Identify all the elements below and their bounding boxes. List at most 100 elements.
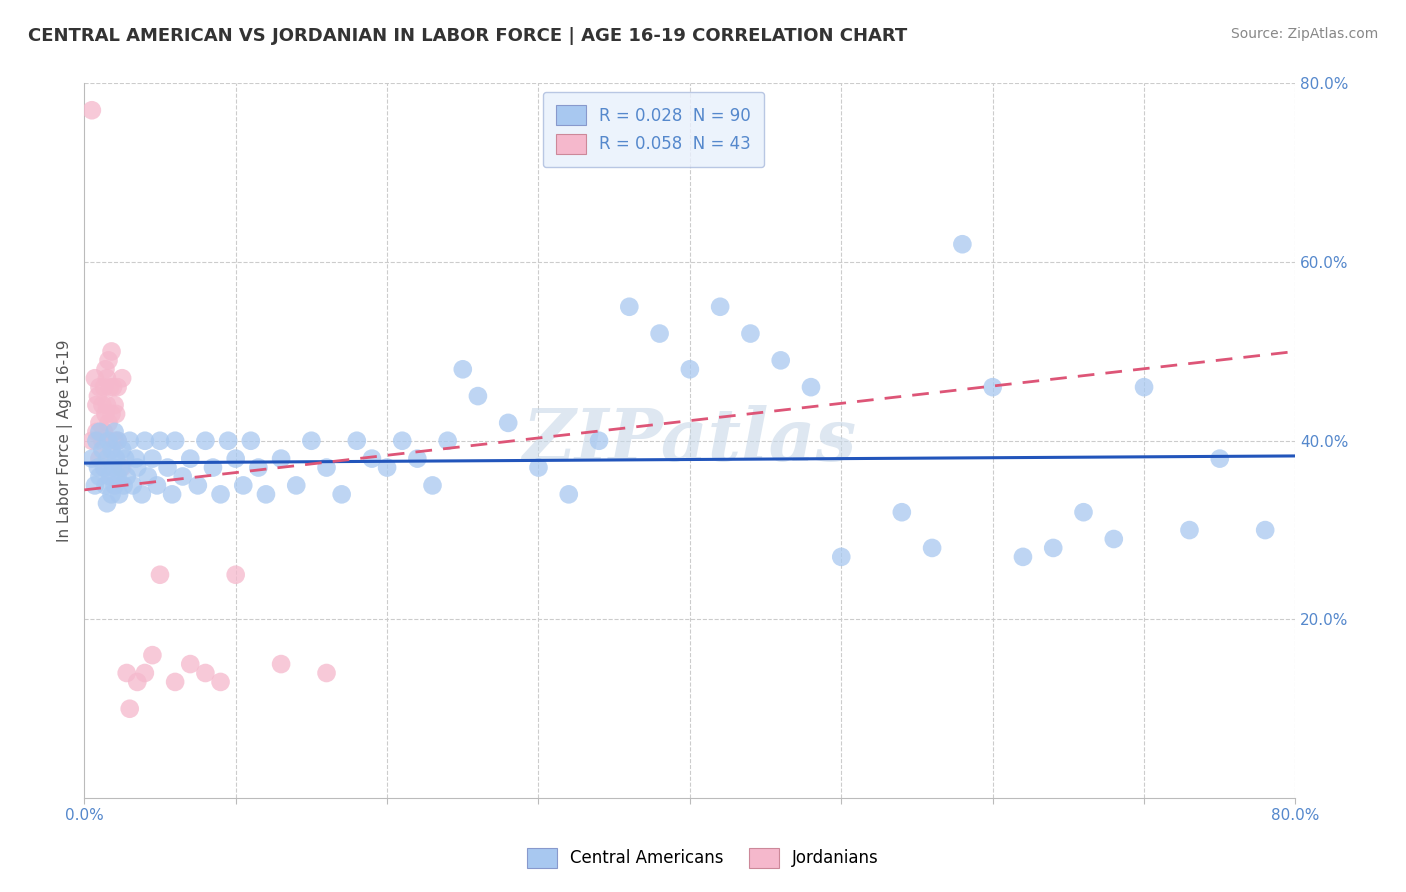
Point	[87, 460, 110, 475]
Point	[769, 353, 792, 368]
Point	[114, 451, 136, 466]
Point	[103, 398, 125, 412]
Point	[406, 451, 429, 466]
Point	[890, 505, 912, 519]
Legend: Central Americans, Jordanians: Central Americans, Jordanians	[520, 841, 886, 875]
Point	[89, 380, 111, 394]
Point	[87, 389, 110, 403]
Point	[107, 469, 129, 483]
Point	[96, 451, 118, 466]
Point	[830, 549, 852, 564]
Point	[1209, 451, 1232, 466]
Point	[91, 398, 114, 412]
Point	[96, 371, 118, 385]
Point	[1102, 532, 1125, 546]
Point	[80, 451, 103, 466]
Point	[254, 487, 277, 501]
Point	[165, 434, 187, 448]
Point	[112, 478, 135, 492]
Point	[225, 567, 247, 582]
Point	[118, 702, 141, 716]
Point	[346, 434, 368, 448]
Point	[115, 469, 138, 483]
Point	[89, 451, 111, 466]
Point	[100, 487, 122, 501]
Point	[98, 469, 121, 483]
Point	[187, 478, 209, 492]
Point	[146, 478, 169, 492]
Point	[94, 407, 117, 421]
Point	[1254, 523, 1277, 537]
Point	[89, 416, 111, 430]
Point	[96, 496, 118, 510]
Point	[299, 434, 322, 448]
Point	[160, 487, 183, 501]
Point	[101, 380, 124, 394]
Point	[285, 478, 308, 492]
Point	[111, 460, 134, 475]
Point	[91, 442, 114, 457]
Point	[83, 371, 105, 385]
Point	[107, 434, 129, 448]
Point	[107, 380, 129, 394]
Point	[1042, 541, 1064, 555]
Point	[127, 460, 149, 475]
Point	[100, 442, 122, 457]
Point	[921, 541, 943, 555]
Point	[97, 353, 120, 368]
Point	[86, 434, 108, 448]
Point	[141, 451, 163, 466]
Point	[496, 416, 519, 430]
Point	[136, 469, 159, 483]
Point	[115, 665, 138, 680]
Point	[134, 434, 156, 448]
Point	[97, 434, 120, 448]
Point	[270, 451, 292, 466]
Point	[141, 648, 163, 662]
Point	[165, 675, 187, 690]
Point	[361, 451, 384, 466]
Point	[131, 487, 153, 501]
Point	[709, 300, 731, 314]
Point	[225, 451, 247, 466]
Point	[209, 675, 232, 690]
Text: ZIPatlas: ZIPatlas	[523, 405, 856, 476]
Point	[105, 451, 128, 466]
Point	[375, 460, 398, 475]
Point	[1012, 549, 1035, 564]
Point	[558, 487, 581, 501]
Point	[83, 478, 105, 492]
Point	[467, 389, 489, 403]
Point	[800, 380, 823, 394]
Point	[91, 434, 114, 448]
Point	[436, 434, 458, 448]
Point	[451, 362, 474, 376]
Point	[100, 344, 122, 359]
Point	[172, 469, 194, 483]
Point	[121, 478, 143, 492]
Y-axis label: In Labor Force | Age 16-19: In Labor Force | Age 16-19	[58, 340, 73, 542]
Point	[80, 103, 103, 118]
Point	[127, 675, 149, 690]
Point	[94, 362, 117, 376]
Point	[103, 425, 125, 439]
Point	[97, 416, 120, 430]
Point	[1178, 523, 1201, 537]
Point	[111, 371, 134, 385]
Point	[111, 442, 134, 457]
Point	[588, 434, 610, 448]
Point	[194, 665, 217, 680]
Point	[103, 478, 125, 492]
Point	[103, 434, 125, 448]
Point	[247, 460, 270, 475]
Point	[149, 434, 172, 448]
Point	[125, 451, 148, 466]
Point	[86, 425, 108, 439]
Point	[1133, 380, 1156, 394]
Point	[679, 362, 702, 376]
Point	[315, 665, 337, 680]
Point	[648, 326, 671, 341]
Point	[179, 451, 201, 466]
Point	[93, 425, 115, 439]
Point	[391, 434, 413, 448]
